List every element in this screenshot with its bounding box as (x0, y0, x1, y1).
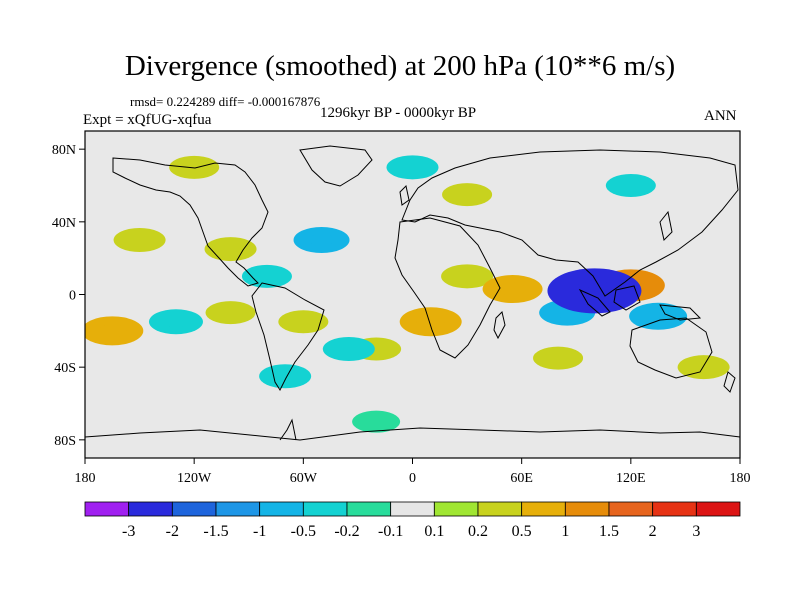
field-blob (441, 264, 494, 289)
colorbar-label: -1 (253, 523, 266, 540)
field-blob (241, 264, 292, 288)
lat-label: 80N (52, 143, 76, 158)
colorbar-label: -0.1 (378, 523, 403, 540)
field-blob-core (499, 282, 527, 296)
field-blob (677, 355, 730, 380)
period-label: 1296kyr BP - 0000kyr BP (320, 105, 477, 121)
coast-greenland (299, 145, 373, 187)
coast-south-america (251, 282, 325, 392)
colorbar-label: -0.2 (334, 523, 359, 540)
lon-label: 180 (730, 471, 751, 486)
lon-label: 60E (510, 471, 533, 486)
coast-new-zealand (723, 371, 736, 393)
map-axes: 80N 40N 0 40S 80S 180 120W 60W 0 60E 120E 180 (52, 143, 751, 486)
coast-borneo (613, 285, 641, 311)
colorbar-label: -1.5 (203, 523, 228, 540)
field-blob-core (98, 324, 127, 338)
colorbar-swatch (564, 501, 610, 517)
coast-australia (629, 317, 713, 379)
field-blob (605, 174, 656, 197)
field-blob-core (163, 316, 189, 328)
colorbar-label: 3 (692, 523, 700, 540)
coast-north-america (112, 157, 269, 287)
coastlines (85, 145, 740, 441)
field-blob-peak (586, 285, 603, 296)
colorbar-swatch (259, 501, 304, 517)
divergence-field (85, 155, 730, 433)
season-label: ANN (704, 108, 737, 124)
page-title: Divergence (smoothed) at 200 hPa (10**6 … (124, 50, 676, 82)
colorbar-label: 0.2 (468, 523, 488, 540)
colorbar-swatch (652, 501, 697, 517)
lat-label: 40N (52, 216, 76, 231)
colorbar-label: 2 (649, 523, 657, 540)
coast-new-guinea (659, 304, 702, 321)
field-blob (278, 310, 329, 334)
colorbar-label: -3 (122, 523, 135, 540)
colorbar-swatch (433, 501, 479, 517)
colorbar-swatch (477, 501, 523, 517)
colorbar-swatch (215, 501, 261, 517)
field-blob (169, 155, 220, 179)
colorbar-swatch (390, 501, 435, 517)
colorbar-swatch (128, 501, 173, 517)
coast-antarctic-peninsula (279, 418, 297, 441)
field-blob (352, 410, 401, 433)
lon-label: 120E (616, 471, 646, 486)
colorbar-label: -0.5 (291, 523, 316, 540)
experiment-label: Expt = xQfUG-xqfua (83, 112, 212, 128)
colorbar-label: 1.5 (599, 523, 619, 540)
lat-label: 40S (54, 361, 76, 376)
colorbar-swatch (608, 501, 654, 517)
field-blob (386, 155, 439, 180)
field-blob (533, 346, 584, 370)
colorbar-swatch (521, 501, 566, 517)
rmsd-diff-text: rmsd= 0.224289 diff= -0.000167876 (130, 94, 321, 109)
coast-sumatra (578, 288, 611, 317)
field-blob-core (308, 234, 335, 246)
field-blob (442, 183, 493, 207)
colorbar-swatch (84, 501, 130, 517)
colorbar-swatch (695, 501, 741, 517)
coast-uk (399, 184, 410, 206)
field-blob (205, 301, 256, 325)
field-blob (204, 237, 257, 262)
coast-africa (394, 217, 501, 359)
colorbar-swatch (171, 501, 217, 517)
coast-eurasia (401, 149, 739, 297)
colorbar-swatch (346, 501, 392, 517)
field-blob (322, 337, 375, 361)
lon-label: 120W (177, 471, 212, 486)
field-blob-core (416, 315, 445, 329)
colorbar-swatch (302, 501, 348, 517)
colorbar-label: 1 (561, 523, 569, 540)
coast-madagascar (493, 311, 506, 340)
lon-label: 60W (290, 471, 318, 486)
lat-label: 80S (54, 434, 76, 449)
lon-label: 0 (409, 471, 416, 486)
colorbar-label: -2 (166, 523, 179, 540)
lat-label: 0 (69, 289, 76, 304)
colorbar-label: 0.5 (512, 523, 532, 540)
field-blob (113, 228, 166, 252)
colorbar: -3 -2 -1.5 -1 -0.5 -0.2 -0.1 0.1 0.2 0.5 1 1.5 2 3 (84, 501, 741, 540)
colorbar-label: 0.1 (424, 523, 444, 540)
field-blob (259, 364, 312, 389)
lon-label: 180 (75, 471, 96, 486)
coast-antarctica (85, 427, 740, 441)
coast-japan (659, 210, 673, 241)
